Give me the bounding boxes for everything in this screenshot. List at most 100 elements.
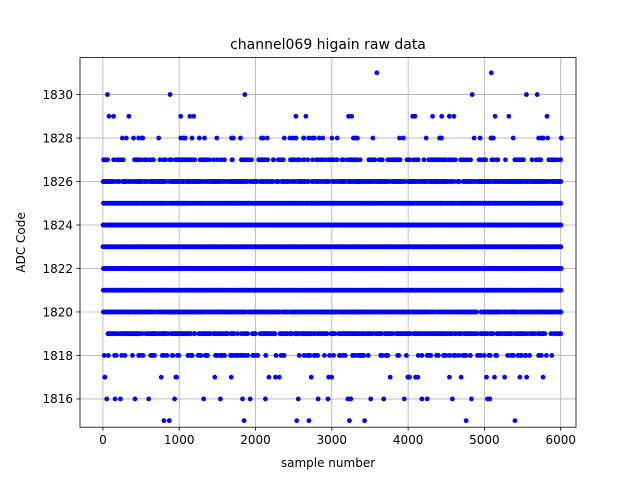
data-point — [254, 179, 260, 184]
data-point — [490, 331, 496, 337]
data-point — [365, 353, 371, 358]
grid-layer — [80, 57, 576, 428]
data-point — [407, 374, 412, 380]
data-point — [558, 200, 564, 206]
data-point — [322, 353, 327, 358]
data-point — [176, 353, 182, 358]
data-point — [273, 374, 278, 380]
data-point — [443, 353, 449, 358]
data-point — [492, 374, 497, 380]
data-point — [307, 353, 313, 358]
data-point — [540, 374, 546, 380]
data-point — [404, 353, 409, 358]
data-point — [517, 374, 523, 380]
data-point — [523, 353, 529, 358]
data-point — [474, 309, 480, 315]
data-point — [266, 374, 272, 380]
data-point — [458, 374, 464, 380]
data-point — [558, 266, 564, 271]
data-point — [305, 179, 311, 184]
data-point — [331, 353, 336, 358]
data-point — [447, 353, 452, 358]
data-point — [544, 353, 549, 358]
data-point — [474, 331, 480, 337]
data-point — [524, 374, 530, 380]
data-point — [245, 331, 251, 337]
data-point — [452, 353, 458, 358]
data-point — [379, 353, 385, 358]
data-point — [385, 353, 391, 358]
data-point — [396, 353, 402, 358]
data-point — [558, 244, 564, 250]
data-point — [463, 353, 469, 358]
data-point — [456, 353, 462, 358]
data-point — [447, 374, 452, 380]
data-point — [510, 353, 516, 358]
data-point — [549, 353, 555, 358]
data-point — [174, 374, 180, 380]
data-point — [415, 353, 421, 358]
data-point — [484, 374, 489, 380]
data-point — [117, 179, 122, 184]
data-point — [189, 353, 195, 358]
data-point — [212, 374, 218, 380]
data-point — [352, 353, 358, 358]
data-point — [105, 353, 111, 358]
data-points — [100, 70, 564, 424]
data-point — [467, 353, 473, 358]
data-point — [342, 353, 348, 358]
data-point — [428, 353, 434, 358]
data-point — [436, 353, 441, 358]
data-point — [308, 374, 314, 380]
data-point — [415, 374, 421, 380]
data-point — [140, 353, 146, 358]
data-point — [324, 331, 330, 337]
data-point — [558, 287, 564, 293]
data-point — [478, 353, 483, 358]
data-point — [252, 331, 258, 337]
data-point — [228, 374, 234, 380]
data-point — [518, 353, 524, 358]
data-point — [170, 353, 176, 358]
data-point — [130, 353, 135, 358]
data-point — [263, 353, 269, 358]
data-point — [188, 331, 193, 337]
data-point — [487, 353, 493, 358]
data-point — [101, 353, 107, 358]
data-point — [270, 179, 275, 184]
data-point — [387, 374, 393, 380]
data-point — [419, 353, 425, 358]
data-point — [231, 331, 237, 337]
data-point — [532, 331, 537, 337]
data-point — [558, 331, 564, 337]
data-point — [102, 374, 108, 380]
data-point — [139, 331, 145, 337]
data-point — [327, 353, 332, 358]
data-point — [273, 353, 279, 358]
data-point — [332, 331, 338, 337]
data-point — [542, 331, 548, 337]
data-point — [272, 331, 278, 337]
data-point — [538, 353, 544, 358]
data-point — [158, 374, 164, 380]
data-point — [390, 331, 396, 337]
data-point — [205, 353, 210, 358]
data-point — [198, 353, 204, 358]
data-point — [255, 353, 261, 358]
data-point — [192, 331, 198, 337]
data-point — [122, 353, 128, 358]
data-point — [494, 353, 500, 358]
data-point — [164, 353, 170, 358]
data-point — [222, 353, 227, 358]
data-point — [315, 353, 321, 358]
data-point — [281, 353, 287, 358]
data-point — [113, 353, 119, 358]
data-point — [527, 353, 532, 358]
data-point — [245, 353, 251, 358]
data-point — [276, 374, 282, 380]
data-point — [152, 353, 157, 358]
data-point — [408, 331, 414, 337]
data-point — [502, 374, 508, 380]
data-point — [235, 331, 240, 337]
